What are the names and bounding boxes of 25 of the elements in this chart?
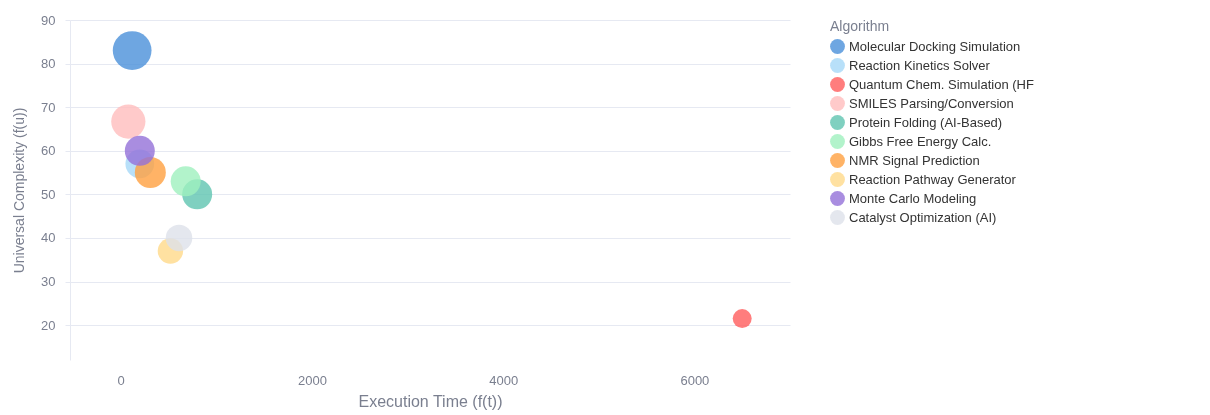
legend-label: Gibbs Free Energy Calc.: [849, 133, 992, 149]
y-tick-label: 30: [41, 274, 56, 290]
y-tick-label: 90: [41, 12, 56, 28]
y-tick-label: 40: [41, 230, 56, 246]
y-tick-label: 20: [41, 317, 56, 333]
legend-label: Reaction Pathway Generator: [849, 171, 1017, 187]
legend-label: SMILES Parsing/Conversion: [849, 95, 1014, 111]
y-tick-label: 80: [41, 56, 56, 72]
legend-label: Quantum Chem. Simulation (HF: [849, 76, 1035, 92]
legend-label: Reaction Kinetics Solver: [849, 57, 991, 73]
legend-label: Molecular Docking Simulation: [849, 38, 1021, 54]
legend-title: Algorithm: [830, 18, 890, 34]
x-axis-title: Execution Time (f(t)): [358, 392, 503, 410]
legend-label: NMR Signal Prediction: [849, 152, 980, 168]
y-tick-label: 50: [41, 186, 56, 202]
x-tick-label: 6000: [680, 372, 710, 388]
legend-label: Monte Carlo Modeling: [849, 190, 977, 206]
y-tick-label: 60: [41, 143, 56, 159]
y-axis-title: Universal Complexity (f(u)): [11, 107, 28, 274]
y-tick-label: 70: [41, 99, 56, 115]
x-tick-label: 2000: [297, 372, 327, 388]
x-tick-label: 4000: [489, 372, 519, 388]
x-tick-label: 0: [117, 372, 125, 388]
legend-label: Catalyst Optimization (AI): [849, 209, 997, 225]
legend-label: Protein Folding (AI-Based): [849, 114, 1003, 130]
